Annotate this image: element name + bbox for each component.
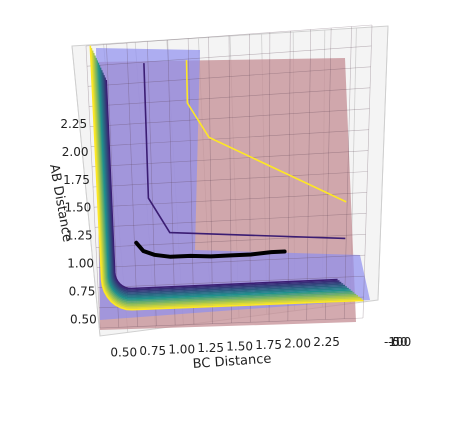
y-tick-label: 0.75 — [69, 284, 96, 298]
y-axis-ticks: 0.50 0.75 1.00 1.25 1.50 1.75 2.00 2.25 — [60, 117, 96, 326]
contour-line — [97, 62, 351, 300]
surface-grid-line — [86, 45, 372, 67]
contour-lines — [89, 45, 364, 311]
trajectory-path — [134, 240, 287, 259]
grid-line — [71, 45, 101, 337]
contour-line — [99, 67, 347, 297]
x-axis-label: BC Distance — [192, 352, 272, 372]
z-tick-label: -50 — [388, 335, 408, 349]
contour-line — [91, 50, 360, 308]
contour-line — [90, 48, 362, 310]
y-tick-label: 1.00 — [67, 257, 94, 271]
surface-grid-line — [93, 192, 367, 208]
x-tick-label: 1.25 — [197, 341, 224, 355]
surface-grid-line — [146, 41, 157, 326]
z-tick-label: -100 — [384, 335, 411, 349]
x-tick-label: 2.25 — [313, 335, 340, 349]
surface-grid-line — [88, 87, 371, 107]
surface-grid-line — [85, 24, 373, 47]
contour-line — [105, 79, 338, 290]
contour-line — [185, 60, 347, 203]
surface-grid-line — [325, 27, 332, 320]
surface-grid-line — [228, 35, 232, 324]
surface-grid — [85, 24, 373, 329]
surface-grid-line — [92, 171, 368, 188]
surface-grid-line — [97, 275, 365, 289]
surface-grid-line — [287, 30, 291, 321]
x-tick-label: 2.00 — [284, 337, 311, 351]
x-tick-label: 0.75 — [139, 344, 166, 358]
surface-blue-region — [96, 48, 370, 320]
y-tick-label: 0.50 — [70, 312, 97, 326]
y-tick-label: 1.50 — [65, 201, 92, 215]
surface-grid-line — [87, 66, 371, 87]
contour-line — [98, 65, 349, 299]
grid-line — [377, 25, 389, 301]
y-tick-label: 2.25 — [60, 117, 87, 131]
x-tick-label: 1.50 — [226, 340, 253, 354]
contour-line — [94, 55, 357, 305]
surface-grid-line — [96, 254, 365, 268]
contour-line — [104, 77, 340, 291]
contour-line — [100, 70, 346, 296]
trajectory-line — [134, 240, 287, 259]
surface-grid-line — [306, 29, 312, 321]
contour-line — [96, 60, 353, 302]
contour-line — [103, 75, 342, 293]
surface-grid-line — [126, 42, 138, 327]
y-tick-label: 1.25 — [66, 229, 93, 243]
surface-grid-line — [343, 26, 352, 319]
x-axis-ticks: 0.50 0.75 1.00 1.25 1.50 1.75 2.00 2.25 — [110, 335, 340, 360]
surface-grid-line — [94, 213, 367, 228]
surface-grid-line — [362, 24, 373, 319]
surface-grid-line — [91, 150, 369, 168]
surface-grid-line — [187, 38, 195, 325]
surface-grid-line — [208, 36, 214, 324]
z-tick-label: 0 — [392, 335, 400, 349]
surface-grid-line — [249, 33, 251, 323]
x-tick-label: 0.50 — [110, 346, 137, 360]
contour-line — [143, 63, 346, 240]
contour-line — [89, 45, 364, 311]
x-tick-label: 1.75 — [255, 338, 282, 352]
x-tick-label: 1.00 — [168, 343, 195, 357]
surface-grid-line — [268, 32, 271, 322]
surface-grid-line — [90, 129, 369, 148]
contour-line — [92, 52, 359, 307]
contour-line — [95, 57, 355, 304]
surface-grid-line — [89, 108, 370, 127]
surface-grid-line — [85, 45, 101, 329]
y-tick-label: 2.00 — [62, 145, 89, 159]
y-tick-label: 1.75 — [63, 173, 90, 187]
z-axis-ticks: -100-500 — [384, 335, 411, 349]
surface-grid-line — [167, 39, 176, 326]
surface-grid-line — [99, 317, 364, 329]
contour-line — [102, 72, 344, 294]
